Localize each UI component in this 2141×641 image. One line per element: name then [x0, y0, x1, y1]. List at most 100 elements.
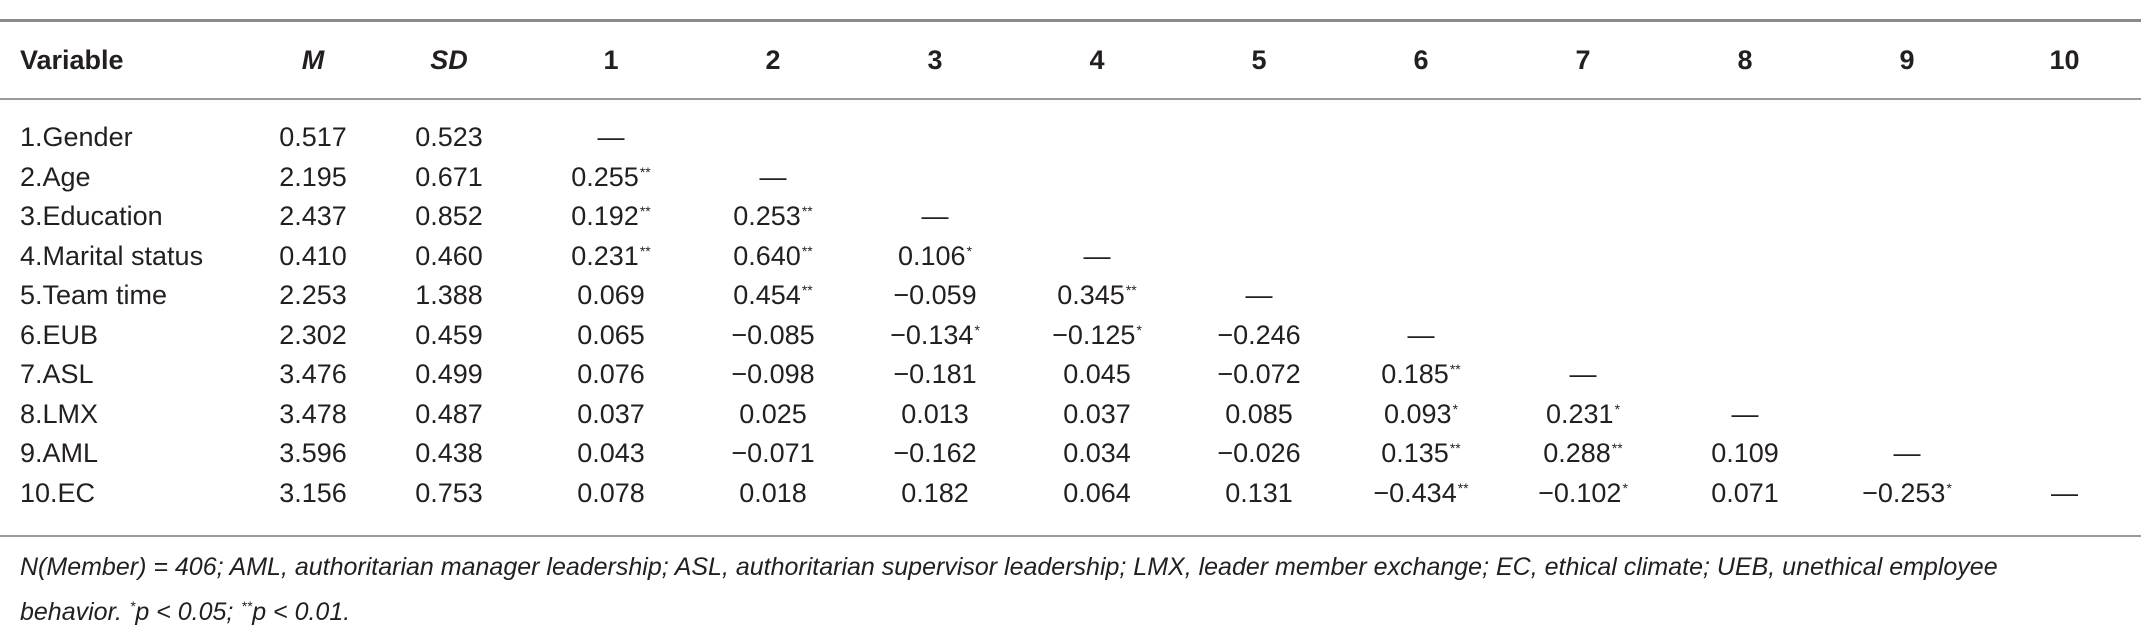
significance-marker: **	[1457, 479, 1469, 496]
variable-cell: 10.EC	[20, 477, 96, 508]
correlation-value: 0.013	[901, 398, 969, 429]
correlation-cell: —	[854, 197, 1016, 237]
correlation-value: −0.026	[1217, 438, 1301, 469]
correlation-value: —	[2051, 477, 2078, 508]
correlation-value: 0.085	[1225, 398, 1293, 429]
table-row: 2.Age 2.195 0.671 0.255** —	[0, 158, 2141, 198]
correlation-cell: −0.098	[692, 355, 854, 395]
correlation-cell: 0.454**	[692, 276, 854, 316]
correlation-cell	[854, 158, 1016, 198]
correlation-cell	[1664, 158, 1826, 198]
correlation-value: 0.182	[901, 477, 969, 508]
correlation-value: 0.192	[571, 201, 639, 232]
correlation-cell	[1826, 355, 1988, 395]
variable-cell: 1.Gender	[20, 122, 133, 153]
correlation-value: −0.102	[1538, 477, 1622, 508]
correlation-cell	[1826, 98, 1988, 158]
correlation-cell	[1664, 98, 1826, 158]
correlation-cell	[1826, 197, 1988, 237]
correlation-cell: —	[530, 98, 692, 158]
correlation-cell	[1664, 237, 1826, 277]
correlation-cell	[1502, 316, 1664, 356]
correlation-cell	[1988, 98, 2141, 158]
correlation-cell: −0.162	[854, 434, 1016, 474]
correlation-cell: 0.045	[1016, 355, 1178, 395]
correlation-value: 0.640	[733, 240, 801, 271]
correlation-value: 0.454	[733, 280, 801, 311]
significance-marker: **	[1125, 282, 1137, 299]
correlation-cell: 0.037	[530, 395, 692, 435]
correlation-value: 0.109	[1711, 438, 1779, 469]
correlation-value: 0.065	[577, 319, 645, 350]
correlation-cell: −0.059	[854, 276, 1016, 316]
mean-cell: 2.302	[279, 319, 347, 350]
sd-cell: 0.499	[415, 359, 483, 390]
correlation-cell	[854, 98, 1016, 158]
correlation-cell	[1988, 355, 2141, 395]
mean-cell: 3.596	[279, 438, 347, 469]
correlation-cell: 0.071	[1664, 474, 1826, 514]
correlation-cell	[1988, 197, 2141, 237]
correlation-cell	[1340, 98, 1502, 158]
table-row: 3.Education 2.437 0.852 0.192** 0.253** —	[0, 197, 2141, 237]
footnote-sig-marker-1: *	[129, 598, 136, 614]
footnote-line-2: behavior. *p < 0.05; **p < 0.01.	[20, 587, 2120, 632]
table-row: 1.Gender 0.517 0.523 —	[0, 98, 2141, 158]
correlation-cell: 0.345**	[1016, 276, 1178, 316]
variable-cell: 2.Age	[20, 161, 91, 192]
mean-cell: 0.410	[279, 240, 347, 271]
correlation-value: 0.288	[1543, 438, 1611, 469]
correlation-cell	[1016, 98, 1178, 158]
correlation-cell: 0.034	[1016, 434, 1178, 474]
correlation-cell: −0.026	[1178, 434, 1340, 474]
footnote-sig-marker-2: **	[241, 598, 253, 614]
table-row: 4.Marital status 0.410 0.460 0.231** 0.640**…	[0, 237, 2141, 277]
correlation-value: 0.037	[577, 398, 645, 429]
correlation-cell: −0.434**	[1340, 474, 1502, 514]
correlation-value: 0.253	[733, 201, 801, 232]
correlation-cell: —	[1988, 474, 2141, 514]
correlation-cell	[1016, 158, 1178, 198]
correlation-cell	[1826, 237, 1988, 277]
correlation-value: −0.162	[893, 438, 977, 469]
correlation-cell: —	[1178, 276, 1340, 316]
correlation-cell	[1502, 276, 1664, 316]
correlation-cell: 0.231*	[1502, 395, 1664, 435]
correlation-cell	[1826, 316, 1988, 356]
table-row: 5.Team time 2.253 1.388 0.069 0.454** −0.059 0…	[0, 276, 2141, 316]
mean-cell: 3.156	[279, 477, 347, 508]
table-row: 6.EUB 2.302 0.459 0.065 −0.085 −0.134* −0.125*…	[0, 316, 2141, 356]
footnote-behavior-text: behavior.	[20, 598, 129, 626]
variable-cell: 8.LMX	[20, 398, 99, 429]
correlation-cell: 0.253**	[692, 197, 854, 237]
correlation-cell: —	[692, 158, 854, 198]
correlation-value: 0.045	[1063, 359, 1131, 390]
header-col-2: 2	[765, 44, 781, 75]
correlation-table: Variable M SD 1 2 3 4 5 6 7 8 9 10 1.Gen…	[0, 22, 2141, 513]
footnote-sig-text-1: p < 0.05;	[135, 598, 241, 626]
correlation-cell: −0.072	[1178, 355, 1340, 395]
correlation-value: 0.185	[1381, 359, 1449, 390]
correlation-value: −0.134	[890, 319, 974, 350]
sd-cell: 0.852	[415, 201, 483, 232]
header-variable: Variable	[20, 44, 124, 75]
correlation-cell	[1988, 237, 2141, 277]
correlation-value: 0.131	[1225, 477, 1293, 508]
significance-marker: **	[639, 203, 651, 220]
correlation-cell	[1664, 316, 1826, 356]
significance-marker: *	[1622, 479, 1628, 496]
significance-marker: **	[639, 242, 651, 259]
correlation-cell: 0.037	[1016, 395, 1178, 435]
correlation-value: 0.078	[577, 477, 645, 508]
sd-cell: 0.438	[415, 438, 483, 469]
correlation-cell: 0.185**	[1340, 355, 1502, 395]
correlation-value: 0.043	[577, 438, 645, 469]
variable-cell: 6.EUB	[20, 319, 99, 350]
correlation-value: 0.034	[1063, 438, 1131, 469]
significance-marker: **	[801, 242, 813, 259]
header-col-7: 7	[1575, 44, 1591, 75]
correlation-cell: 0.288**	[1502, 434, 1664, 474]
table-header-rule	[0, 98, 2141, 100]
correlation-value: —	[1893, 438, 1921, 469]
